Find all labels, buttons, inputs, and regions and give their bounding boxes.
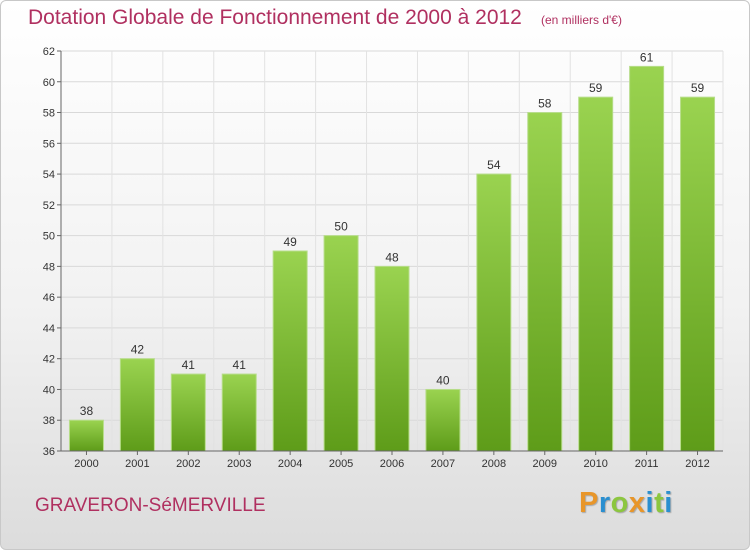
- data-label: 38: [80, 404, 94, 418]
- bar: [323, 235, 359, 452]
- logo-letter: i: [645, 487, 655, 519]
- data-label: 59: [589, 81, 603, 95]
- bar: [374, 265, 410, 452]
- x-tick-label: 2007: [431, 458, 455, 470]
- chart-title: Dotation Globale de Fonctionnement de 20…: [28, 6, 522, 29]
- x-tick-label: 2009: [533, 458, 557, 470]
- logo-letter: x: [628, 487, 646, 519]
- y-tick-label: 58: [43, 108, 55, 120]
- bar: [680, 96, 716, 452]
- data-label: 58: [538, 97, 552, 111]
- y-tick-label: 46: [43, 292, 55, 304]
- logo-letter: o: [610, 487, 629, 519]
- x-tick-label: 2001: [125, 458, 149, 470]
- y-tick-label: 44: [43, 323, 55, 335]
- data-label: 49: [283, 235, 297, 249]
- proxiti-logo[interactable]: Proxiti: [579, 487, 673, 520]
- chart-subtitle: (en milliers d'€): [541, 13, 622, 27]
- x-tick-label: 2004: [278, 458, 302, 470]
- commune-name: GRAVERON-SéMERVILLE: [35, 495, 266, 516]
- bar: [476, 173, 512, 452]
- data-label: 59: [691, 81, 705, 95]
- y-tick-label: 60: [43, 77, 55, 89]
- bar: [578, 96, 614, 452]
- y-tick-label: 50: [43, 231, 55, 243]
- bar: [425, 388, 461, 452]
- data-label: 48: [385, 250, 399, 264]
- y-tick-label: 40: [43, 384, 55, 396]
- y-tick-label: 42: [43, 354, 55, 366]
- bar: [272, 250, 308, 452]
- data-label: 50: [334, 220, 348, 234]
- bar: [68, 419, 104, 452]
- y-tick-label: 36: [43, 446, 55, 458]
- x-tick-label: 2000: [74, 458, 98, 470]
- bar: [629, 65, 665, 452]
- y-tick-label: 52: [43, 200, 55, 212]
- x-tick-label: 2008: [482, 458, 506, 470]
- x-tick-label: 2012: [685, 458, 709, 470]
- bar: [527, 112, 563, 452]
- x-tick-label: 2002: [176, 458, 200, 470]
- x-tick-label: 2006: [380, 458, 404, 470]
- data-label: 41: [233, 358, 247, 372]
- bar: [170, 373, 206, 452]
- logo-letter: t: [654, 487, 665, 519]
- bar: [221, 373, 257, 452]
- data-label: 41: [182, 358, 196, 372]
- logo-letter: i: [664, 487, 673, 519]
- data-label: 54: [487, 158, 501, 172]
- y-tick-label: 62: [43, 46, 55, 58]
- x-tick-label: 2010: [583, 458, 607, 470]
- y-tick-label: 48: [43, 261, 55, 273]
- y-tick-label: 56: [43, 138, 55, 150]
- y-tick-label: 38: [43, 415, 55, 427]
- data-label: 40: [436, 373, 450, 387]
- data-label: 42: [131, 343, 145, 357]
- logo-letter: r: [598, 487, 611, 519]
- bar: [119, 358, 155, 452]
- x-tick-label: 2011: [635, 458, 659, 470]
- x-tick-label: 2003: [227, 458, 251, 470]
- data-label: 61: [640, 50, 654, 64]
- logo-letter: P: [579, 487, 599, 519]
- y-tick-label: 54: [43, 169, 55, 181]
- x-tick-label: 2005: [329, 458, 353, 470]
